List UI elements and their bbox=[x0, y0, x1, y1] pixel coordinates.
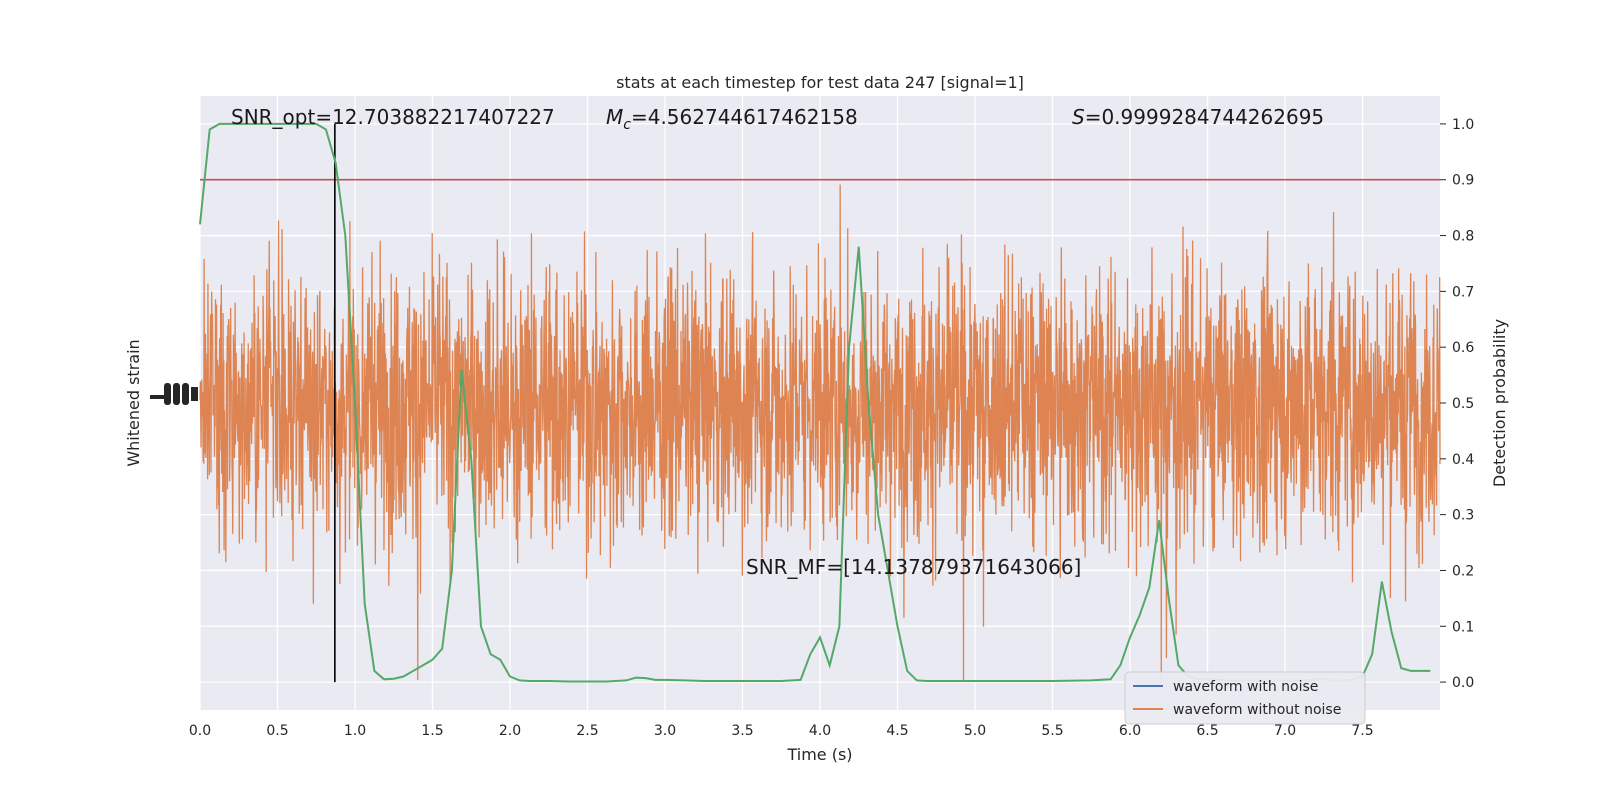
x-tick-label: 6.5 bbox=[1196, 723, 1218, 739]
whitened-strain-trace bbox=[199, 184, 1441, 681]
chirp-mass-value: =4.562744617462158 bbox=[631, 105, 858, 129]
x-tick-label: 3.5 bbox=[731, 723, 753, 739]
y-axis-left-label: Whitened strain bbox=[124, 339, 143, 466]
x-tick-label: 6.0 bbox=[1119, 723, 1141, 739]
y-right-tick-label: 1.0 bbox=[1452, 117, 1474, 133]
x-tick-label: 7.5 bbox=[1351, 723, 1373, 739]
chart-title: stats at each timestep for test data 247… bbox=[616, 73, 1024, 92]
y-right-tick-label: 0.6 bbox=[1452, 340, 1474, 356]
y-right-tick-label: 0.5 bbox=[1452, 396, 1474, 412]
legend-box bbox=[1124, 671, 1366, 725]
legend-label-with-noise: waveform with noise bbox=[1173, 679, 1318, 695]
x-axis-label: Time (s) bbox=[786, 745, 852, 764]
y-right-tick-label: 0.0 bbox=[1452, 675, 1474, 691]
x-tick-label: 3.0 bbox=[654, 723, 676, 739]
legend: waveform with noise waveform without noi… bbox=[1124, 671, 1366, 725]
y-right-tick-label: 0.8 bbox=[1452, 229, 1474, 245]
x-tick-label: 1.5 bbox=[421, 723, 443, 739]
s-symbol: S bbox=[1072, 105, 1085, 129]
chirp-mass-subscript: c bbox=[623, 117, 631, 133]
snr-opt-annotation: SNR_opt=12.703882217407227 bbox=[231, 105, 555, 129]
y-right-tick-label: 0.3 bbox=[1452, 508, 1474, 524]
snr-mf-annotation: SNR_MF=[14.137879371643066] bbox=[746, 555, 1081, 579]
x-axis-ticks: 0.0 0.5 1.0 1.5 2.0 2.5 3.0 3.5 4.0 4.5 5.0 5.5 6.0 6… bbox=[189, 723, 1374, 739]
y-right-tick-label: 0.1 bbox=[1452, 619, 1474, 635]
x-tick-label: 4.0 bbox=[809, 723, 831, 739]
chirp-mass-symbol: M bbox=[606, 105, 623, 129]
y-right-tick-label: 0.4 bbox=[1452, 452, 1474, 468]
s-annotation: S=0.9999284744262695 bbox=[1072, 105, 1324, 129]
x-tick-label: 4.5 bbox=[886, 723, 908, 739]
x-tick-label: 2.0 bbox=[499, 723, 521, 739]
x-tick-label: 2.5 bbox=[576, 723, 598, 739]
x-tick-label: 0.0 bbox=[189, 723, 211, 739]
x-tick-label: 0.5 bbox=[266, 723, 288, 739]
left-axis-glyphs bbox=[150, 383, 198, 405]
chirp-mass-annotation: Mc=4.562744617462158 bbox=[606, 105, 858, 133]
x-tick-label: 5.5 bbox=[1041, 723, 1063, 739]
x-tick-label: 7.0 bbox=[1274, 723, 1296, 739]
x-tick-label: 5.0 bbox=[964, 723, 986, 739]
legend-label-without-noise: waveform without noise bbox=[1173, 702, 1341, 718]
y-axis-right-ticks: 0.0 0.1 0.2 0.3 0.4 0.5 0.6 0.7 0.8 0.9 1.0 bbox=[1440, 117, 1474, 691]
s-value: =0.9999284744262695 bbox=[1085, 105, 1324, 129]
y-right-tick-label: 0.9 bbox=[1452, 173, 1474, 189]
y-axis-right-label: Detection probability bbox=[1490, 319, 1509, 487]
y-right-tick-label: 0.7 bbox=[1452, 284, 1474, 300]
x-tick-label: 1.0 bbox=[344, 723, 366, 739]
y-right-tick-label: 0.2 bbox=[1452, 563, 1474, 579]
strain-trace-path bbox=[199, 184, 1441, 681]
